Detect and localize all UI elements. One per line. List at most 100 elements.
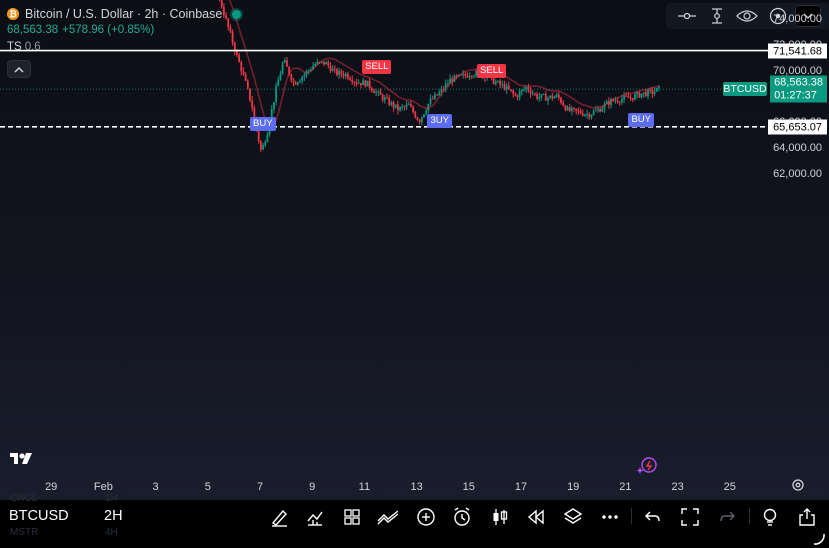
- candle-body: [586, 114, 589, 115]
- candle-body: [631, 97, 634, 100]
- indicators-icon[interactable]: [304, 506, 326, 528]
- candle-body: [570, 107, 573, 112]
- alert-icon[interactable]: [451, 506, 473, 528]
- candle-body: [225, 15, 227, 19]
- tradingview-logo-icon[interactable]: [9, 452, 33, 469]
- vertical-line-icon[interactable]: [704, 5, 730, 27]
- price-tick-label: 64,000.00: [773, 142, 822, 155]
- price-tick-label: 62,000.00: [773, 168, 822, 181]
- ai-assistant-icon[interactable]: [636, 455, 658, 480]
- candle-body: [312, 66, 314, 70]
- candle-body: [564, 105, 567, 111]
- candle-body: [621, 98, 623, 103]
- candle-body: [653, 91, 656, 94]
- candle-body: [597, 109, 599, 111]
- interval-selector[interactable]: 2H: [104, 508, 123, 524]
- chart-area[interactable]: ₿ Bitcoin / U.S. Dollar · 2h · Coinbase …: [0, 0, 829, 500]
- price-change-line: 68,563.38 +578.96 (+0.85%): [7, 24, 241, 39]
- candle-body: [329, 65, 332, 72]
- candle-body: [623, 95, 625, 99]
- candle-body: [368, 80, 371, 88]
- candle-body: [370, 87, 373, 91]
- candle-body: [431, 98, 434, 100]
- candle-body: [240, 62, 243, 72]
- candle-body: [407, 104, 410, 106]
- replay-icon[interactable]: [525, 506, 547, 528]
- candle-body: [401, 106, 404, 108]
- candle-body: [314, 63, 317, 67]
- toolbar-divider: [631, 508, 632, 524]
- toolbar-more-button[interactable]: [794, 5, 821, 27]
- candle-body: [377, 91, 380, 93]
- ideas-icon[interactable]: [759, 506, 781, 528]
- symbol-title[interactable]: Bitcoin / U.S. Dollar · 2h · Coinbase: [25, 7, 223, 21]
- candle-body: [412, 106, 415, 113]
- candle-body: [323, 61, 325, 65]
- candle-body: [627, 96, 630, 98]
- buy-signal-label: BUY: [250, 116, 276, 131]
- candle-body: [309, 69, 312, 71]
- candle-body: [466, 75, 469, 78]
- add-icon[interactable]: [415, 506, 437, 528]
- horizontal-ray-icon[interactable]: [674, 5, 700, 27]
- price-tick-label: 70,000.00: [773, 64, 822, 77]
- candle-body: [396, 104, 399, 111]
- candle-body: [505, 85, 508, 90]
- candle-body: [542, 94, 545, 95]
- chart-settings-icon[interactable]: [791, 478, 805, 497]
- candle-body: [264, 142, 267, 146]
- candle-body: [249, 88, 251, 101]
- last-price-value: 68,563.38: [774, 76, 823, 89]
- candle-body: [497, 80, 499, 83]
- candle-body: [566, 107, 569, 111]
- share-icon[interactable]: [796, 506, 818, 528]
- candle-body: [360, 83, 362, 86]
- time-tick-label: 11: [358, 481, 371, 493]
- layers-icon[interactable]: [562, 506, 584, 528]
- candle-type-icon[interactable]: [489, 506, 511, 528]
- eye-icon[interactable]: [734, 5, 760, 27]
- undo-icon[interactable]: [642, 506, 664, 528]
- candle-body: [362, 80, 364, 86]
- time-tick-label: 9: [309, 481, 316, 493]
- fullscreen-icon[interactable]: [679, 506, 701, 528]
- candle-body: [246, 80, 249, 89]
- candle-body: [455, 75, 458, 77]
- more-icon[interactable]: [599, 506, 621, 528]
- price-chart[interactable]: [0, 0, 829, 500]
- candle-body: [331, 68, 334, 72]
- candle-body: [634, 94, 636, 100]
- indicator-name: TS: [7, 41, 22, 53]
- symbol-selector[interactable]: BTCUSD: [9, 508, 69, 524]
- hide-icon[interactable]: [765, 5, 791, 27]
- candle-body: [579, 110, 582, 114]
- candle-body: [283, 60, 286, 63]
- time-tick-label: 5: [204, 481, 211, 493]
- templates-icon[interactable]: [341, 506, 363, 528]
- candle-body: [242, 71, 245, 75]
- candle-body: [560, 97, 562, 103]
- candle-body: [492, 76, 495, 84]
- indicator-legend[interactable]: TS 0.6: [7, 41, 241, 53]
- candle-body: [296, 82, 299, 85]
- redo-icon[interactable]: [716, 506, 738, 528]
- candle-body: [294, 82, 297, 85]
- busy-indicator-icon: [813, 533, 825, 545]
- candle-body: [562, 102, 565, 106]
- toolbar-divider: [749, 508, 750, 524]
- watchlist-ghost-4: 4H: [105, 527, 118, 538]
- candle-body: [605, 101, 608, 104]
- candle-body: [575, 108, 578, 111]
- bottom-toolbar: CRCL 1H MSTR 4H BTCUSD 2H: [0, 493, 829, 548]
- candle-body: [364, 80, 367, 87]
- candle-body: [636, 92, 639, 95]
- candle-body: [438, 92, 441, 96]
- candle-body: [592, 111, 595, 115]
- collapse-legend-button[interactable]: [7, 60, 31, 78]
- time-tick-label: 15: [462, 481, 475, 493]
- compare-icon[interactable]: [376, 506, 398, 528]
- candle-body: [642, 92, 645, 94]
- time-tick-label: 29: [45, 481, 58, 493]
- draw-icon[interactable]: [268, 506, 290, 528]
- candle-body: [555, 94, 558, 97]
